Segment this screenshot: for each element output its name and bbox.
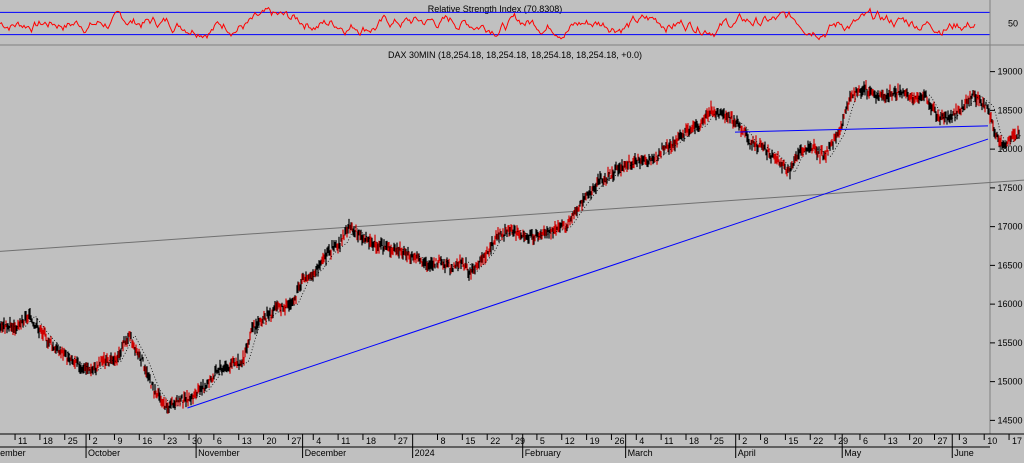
time-tick-label: 4 xyxy=(316,436,321,446)
time-tick-label: 11 xyxy=(18,436,27,446)
time-tick-label: 26 xyxy=(614,436,624,446)
time-tick-label: 25 xyxy=(68,436,78,446)
price-layer xyxy=(0,80,1024,414)
time-tick-label: 27 xyxy=(398,436,408,446)
time-axis: 11 18 25 2 9 16 23 30 6 13 20 27 4 11 18 27 8 15 22 29 5 12 19… xyxy=(0,434,1022,458)
rsi-title: Relative Strength Index (70.8308) xyxy=(428,4,563,14)
moving-average-line xyxy=(1,87,1022,409)
time-tick-label: 16 xyxy=(142,436,152,446)
month-label: June xyxy=(954,448,974,458)
time-tick-label: 18 xyxy=(366,436,376,446)
price-tick-label: 18500 xyxy=(997,105,1022,115)
time-tick-label: 18 xyxy=(689,436,699,446)
time-tick-label: 6 xyxy=(217,436,222,446)
time-tick-label: 6 xyxy=(863,436,868,446)
price-axis: 14500 15000 15500 16000 16500 17000 17500 18000… xyxy=(990,67,1023,425)
time-tick-label: 27 xyxy=(938,436,948,446)
time-tick-label: 8 xyxy=(764,436,769,446)
month-label: March xyxy=(628,448,653,458)
time-tick-label: 27 xyxy=(291,436,301,446)
time-tick-label: 25 xyxy=(714,436,724,446)
price-tick-label: 17000 xyxy=(997,222,1022,232)
time-tick-label: 5 xyxy=(540,436,545,446)
month-label: 2024 xyxy=(415,448,435,458)
time-tick-label: 2 xyxy=(93,436,98,446)
time-tick-label: 19 xyxy=(590,436,600,446)
month-label: November xyxy=(198,448,240,458)
price-tick-label: 17500 xyxy=(997,183,1022,193)
time-tick-label: 12 xyxy=(565,436,575,446)
rsi-tick-label: 50 xyxy=(1008,19,1018,29)
month-label: May xyxy=(844,448,862,458)
price-tick-label: 16500 xyxy=(997,260,1022,270)
price-title: DAX 30MIN (18,254.18, 18,254.18, 18,254.… xyxy=(388,50,642,60)
time-tick-label: 10 xyxy=(987,436,997,446)
time-tick-label: 23 xyxy=(167,436,177,446)
month-label: October xyxy=(88,448,120,458)
time-tick-label: 9 xyxy=(117,436,122,446)
month-label: April xyxy=(738,448,756,458)
time-tick-label: 20 xyxy=(267,436,277,446)
price-tick-label: 19000 xyxy=(997,67,1022,77)
time-tick-label: 8 xyxy=(441,436,446,446)
time-tick-label: 30 xyxy=(192,436,202,446)
month-label: September xyxy=(0,448,26,458)
time-tick-label: 2 xyxy=(742,436,747,446)
time-tick-label: 15 xyxy=(788,436,798,446)
time-tick-label: 3 xyxy=(962,436,967,446)
uptrend-line xyxy=(187,138,989,409)
month-label: December xyxy=(305,448,347,458)
time-tick-label: 22 xyxy=(490,436,500,446)
price-tick-label: 15000 xyxy=(997,377,1022,387)
time-tick-label: 15 xyxy=(465,436,475,446)
price-tick-label: 15500 xyxy=(997,338,1022,348)
time-tick-label: 11 xyxy=(341,436,350,446)
rsi-layer: 50 xyxy=(0,6,1018,41)
time-tick-label: 29 xyxy=(515,436,525,446)
time-tick-label: 18 xyxy=(43,436,53,446)
time-tick-label: 13 xyxy=(242,436,252,446)
price-tick-label: 14500 xyxy=(997,415,1022,425)
support-line xyxy=(734,125,989,133)
time-tick-label: 17 xyxy=(1012,436,1022,446)
long-trendline xyxy=(0,179,1024,252)
time-tick-label: 22 xyxy=(813,436,823,446)
price-tick-label: 16000 xyxy=(997,299,1022,309)
time-tick-label: 4 xyxy=(639,436,644,446)
price-tick-label: 18000 xyxy=(997,144,1022,154)
time-tick-label: 20 xyxy=(913,436,923,446)
time-tick-label: 29 xyxy=(838,436,848,446)
month-label: February xyxy=(525,448,562,458)
time-tick-label: 13 xyxy=(888,436,898,446)
rsi-line xyxy=(0,6,976,41)
time-tick-label: 11 xyxy=(664,436,673,446)
